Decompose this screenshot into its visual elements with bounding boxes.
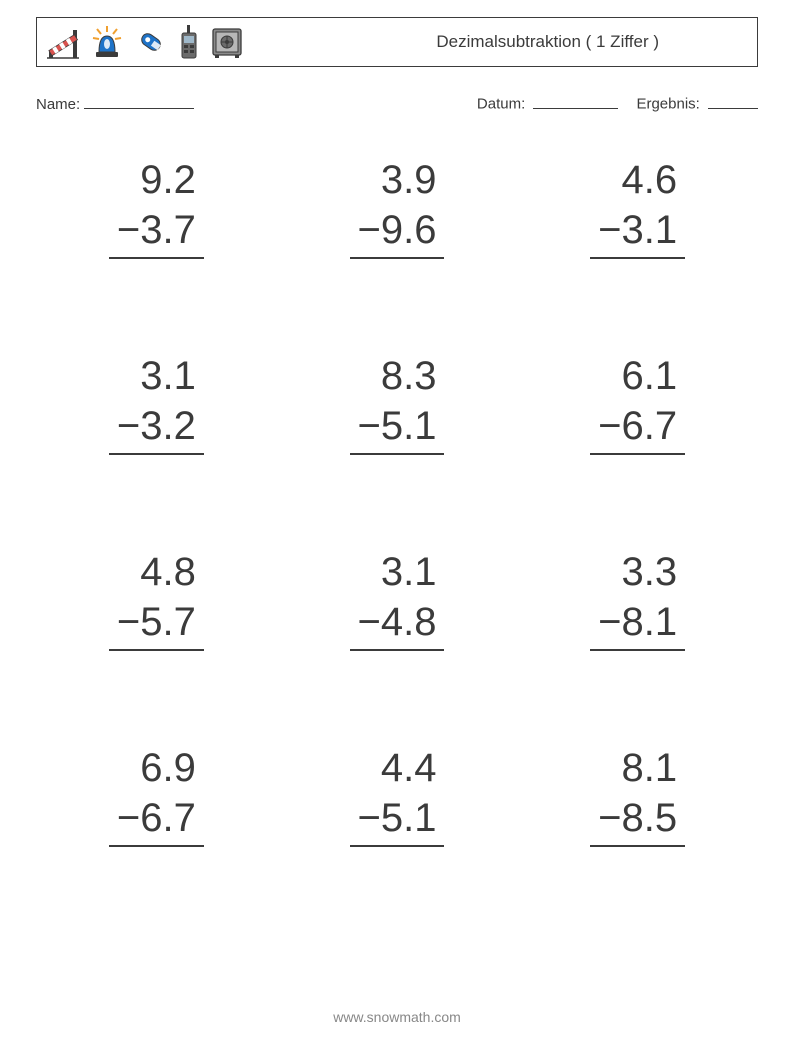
subtrahend: −6.7	[109, 793, 204, 847]
barrier-icon	[45, 24, 81, 60]
name-blank	[84, 92, 194, 109]
result-blank	[708, 92, 758, 109]
date-label: Datum:	[477, 96, 525, 113]
problem: 9.2−3.7	[109, 155, 204, 259]
tag-icon	[133, 24, 169, 60]
problem: 3.1−3.2	[109, 351, 204, 455]
minuend: 9.2	[109, 155, 204, 205]
problem: 6.1−6.7	[590, 351, 685, 455]
date-blank	[533, 92, 618, 109]
problem: 3.1−4.8	[350, 547, 445, 651]
siren-icon	[89, 24, 125, 60]
problem: 4.8−5.7	[109, 547, 204, 651]
worksheet-title: Dezimalsubtraktion ( 1 Ziffer )	[436, 32, 749, 52]
subtrahend: −3.1	[590, 205, 685, 259]
minuend: 3.9	[350, 155, 445, 205]
subtrahend: −5.1	[350, 793, 445, 847]
minuend: 8.3	[350, 351, 445, 401]
date-field: Datum:	[477, 92, 619, 113]
walkie-talkie-icon	[177, 24, 201, 60]
meta-row: Name: Datum: Ergebnis:	[36, 92, 758, 113]
subtrahend: −5.1	[350, 401, 445, 455]
minuend: 3.1	[350, 547, 445, 597]
result-field: Ergebnis:	[636, 92, 758, 113]
minuend: 4.6	[590, 155, 685, 205]
subtrahend: −8.5	[590, 793, 685, 847]
subtrahend: −3.2	[109, 401, 204, 455]
minuend: 6.1	[590, 351, 685, 401]
subtrahend: −5.7	[109, 597, 204, 651]
minuend: 4.8	[109, 547, 204, 597]
minuend: 8.1	[590, 743, 685, 793]
problem: 4.4−5.1	[350, 743, 445, 847]
minuend: 3.3	[590, 547, 685, 597]
name-label: Name:	[36, 96, 80, 113]
name-field: Name:	[36, 92, 477, 113]
problem: 8.3−5.1	[350, 351, 445, 455]
problem: 4.6−3.1	[590, 155, 685, 259]
header-icons	[45, 24, 245, 60]
problem: 3.3−8.1	[590, 547, 685, 651]
problem: 6.9−6.7	[109, 743, 204, 847]
problem: 3.9−9.6	[350, 155, 445, 259]
subtrahend: −6.7	[590, 401, 685, 455]
minuend: 4.4	[350, 743, 445, 793]
problem: 8.1−8.5	[590, 743, 685, 847]
subtrahend: −9.6	[350, 205, 445, 259]
subtrahend: −3.7	[109, 205, 204, 259]
subtrahend: −4.8	[350, 597, 445, 651]
footer-url: www.snowmath.com	[0, 1009, 794, 1025]
result-label: Ergebnis:	[636, 96, 699, 113]
footer: www.snowmath.com	[0, 1009, 794, 1025]
safe-icon	[209, 24, 245, 60]
minuend: 3.1	[109, 351, 204, 401]
minuend: 6.9	[109, 743, 204, 793]
header-box: Dezimalsubtraktion ( 1 Ziffer )	[36, 17, 758, 67]
problems-grid: 9.2−3.7 3.9−9.6 4.6−3.1 3.1−3.2 8.3−5.1 …	[36, 155, 758, 847]
subtrahend: −8.1	[590, 597, 685, 651]
